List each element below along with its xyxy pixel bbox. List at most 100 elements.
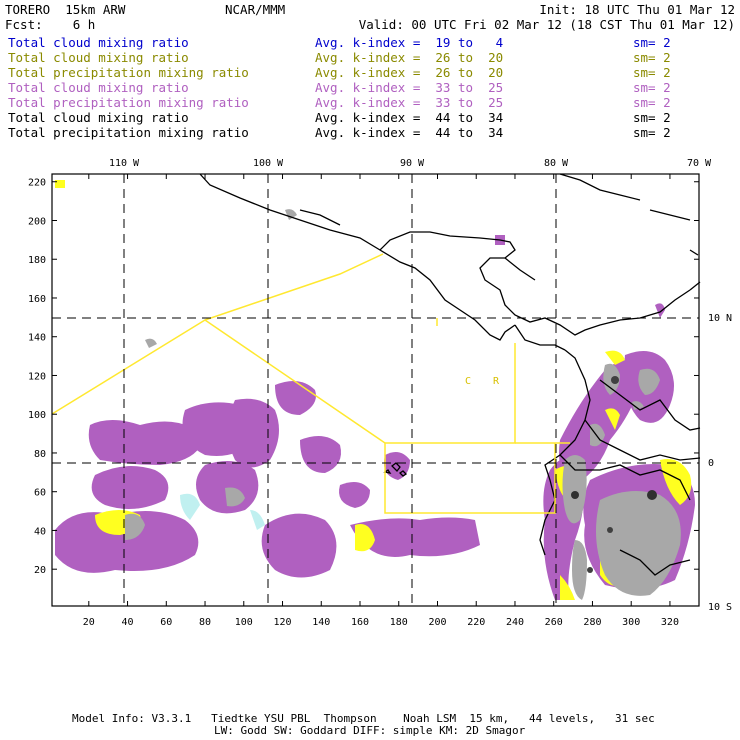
cyan-area [180, 493, 200, 520]
longitude-label: 80 W [544, 158, 569, 169]
gray-area [596, 491, 681, 596]
y-tick-label: 120 [28, 371, 46, 382]
coastline-caribbean [379, 231, 691, 336]
org-name: NCAR/MMM [225, 2, 286, 17]
hispaniola [649, 209, 691, 221]
purple-area [55, 511, 199, 573]
legend-field-label: Total cloud mixing ratio [8, 80, 189, 95]
country-border-1 [559, 454, 691, 501]
gray-area [572, 540, 587, 600]
legend-field-label: Total precipitation mixing ratio [8, 95, 249, 110]
longitude-labels: 110 W 100 W 90 W 80 W 70 W [109, 158, 712, 169]
country-border-2 [584, 419, 701, 461]
gray-area [285, 209, 297, 220]
valid-time: Valid: 00 UTC Fri 02 Mar 12 (18 CST Thu … [358, 17, 735, 32]
legend-field-label: Total precipitation mixing ratio [8, 125, 249, 140]
y-tick-label: 140 [28, 333, 46, 344]
y-axis-ticks: 20 40 60 80 100 120 140 160 180 200 220 [28, 178, 699, 576]
legend-smoothing: sm= 2 [633, 125, 671, 140]
legend-kindex-range: Avg. k-index = 44 to 34 [315, 110, 504, 125]
legend-smoothing: sm= 2 [633, 35, 671, 50]
yucatan [299, 209, 341, 226]
longitude-label: 100 W [253, 158, 284, 169]
gray-area [562, 455, 587, 524]
y-tick-label: 60 [34, 488, 46, 499]
legend-field-label: Total cloud mixing ratio [8, 35, 189, 50]
dark-core [607, 527, 613, 533]
gray-area [632, 401, 644, 410]
purple-area [350, 517, 480, 557]
forecast-hour: Fcst: 6 h [5, 17, 96, 32]
dark-core [587, 567, 593, 573]
forecast-line: Fcst: 6 h Valid: 00 UTC Fri 02 Mar 12 (1… [5, 17, 735, 32]
gray-area [125, 513, 145, 540]
legend-kindex-range: Avg. k-index = 33 to 25 [315, 95, 504, 110]
y-tick-label: 20 [34, 565, 46, 576]
coastline-panama [514, 324, 566, 351]
latitude-label: 10 S [708, 602, 732, 613]
purple-area [88, 420, 200, 465]
purple-area [227, 398, 279, 468]
dark-core [571, 491, 579, 499]
yellow-area [605, 408, 620, 430]
latitude-labels: 10 N 0 10 S [708, 313, 732, 613]
y-tick-label: 160 [28, 294, 46, 305]
country-border-5 [504, 257, 536, 281]
outer-domain-border [51, 319, 556, 514]
purple-area [339, 481, 370, 508]
country-border-4 [619, 549, 691, 576]
x-tick-label: 80 [199, 617, 211, 628]
legend-smoothing: sm= 2 [633, 65, 671, 80]
island [689, 249, 699, 256]
latitude-label: 0 [708, 458, 714, 469]
legend-smoothing: sm= 2 [633, 50, 671, 65]
x-tick-label: 240 [506, 617, 524, 628]
purple-area [261, 513, 337, 578]
legend-kindex-range: Avg. k-index = 44 to 34 [315, 125, 504, 140]
gray-area [638, 368, 660, 395]
title-line: TORERO 15km ARW NCAR/MMM Init: 18 UTC Th… [5, 2, 735, 17]
y-tick-label: 180 [28, 255, 46, 266]
longitude-label: 90 W [400, 158, 425, 169]
model-info-line: Model Info: V3.3.1 Tiedtke YSU PBL Thomp… [72, 712, 655, 725]
dark-core [647, 490, 657, 500]
purple-area [300, 436, 341, 473]
x-tick-label: 100 [235, 617, 253, 628]
map-frame [51, 173, 700, 607]
x-tick-label: 160 [351, 617, 369, 628]
legend-field-label: Total cloud mixing ratio [8, 110, 189, 125]
y-tick-label: 80 [34, 449, 46, 460]
nested-domains [51, 253, 570, 514]
yellow-area [55, 180, 65, 188]
legend-field-label: Total cloud mixing ratio [8, 50, 189, 65]
country-border-3 [599, 379, 701, 431]
longitude-label: 70 W [687, 158, 712, 169]
x-tick-label: 180 [390, 617, 408, 628]
legend-smoothing: sm= 2 [633, 95, 671, 110]
gray-area [145, 338, 157, 348]
physics-info-line: LW: Godd SW: Goddard DIFF: simple KM: 2D… [214, 724, 526, 737]
x-tick-label: 40 [122, 617, 134, 628]
latitude-label: 10 N [708, 313, 732, 324]
legend-smoothing: sm= 2 [633, 80, 671, 95]
y-tick-label: 200 [28, 216, 46, 227]
galapagos [383, 462, 408, 477]
x-tick-label: 320 [661, 617, 679, 628]
y-tick-label: 100 [28, 410, 46, 421]
yellow-area [560, 575, 575, 600]
dark-core [611, 376, 619, 384]
region-label-r: R [493, 376, 500, 387]
x-tick-label: 20 [83, 617, 95, 628]
yellow-area [660, 459, 692, 505]
coastlines [199, 173, 701, 576]
coastline-east [689, 281, 701, 291]
x-tick-label: 300 [622, 617, 640, 628]
purple-area [91, 466, 169, 509]
x-tick-label: 280 [583, 617, 601, 628]
init-time: Init: 18 UTC Thu 01 Mar 12 [539, 2, 735, 17]
cyan-area [250, 510, 265, 530]
yellow-area [355, 524, 375, 552]
outer-domain-top [204, 253, 384, 321]
legend-kindex-range: Avg. k-index = 33 to 25 [315, 80, 504, 95]
